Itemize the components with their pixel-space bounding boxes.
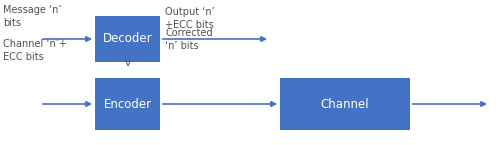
Bar [280,78,410,130]
Bar [95,78,160,130]
Text: Encoder: Encoder [104,97,152,110]
Text: Channel ‘n’+
ECC bits: Channel ‘n’+ ECC bits [3,39,67,62]
Text: Output ‘n’
+ECC bits: Output ‘n’ +ECC bits [165,7,215,30]
Text: v: v [124,58,130,68]
Text: Message ‘n’
bits: Message ‘n’ bits [3,5,62,28]
Text: Corrected
‘n’ bits: Corrected ‘n’ bits [165,28,212,51]
Bar [95,16,160,62]
Text: Channel: Channel [320,97,370,110]
Text: Decoder: Decoder [102,32,152,46]
